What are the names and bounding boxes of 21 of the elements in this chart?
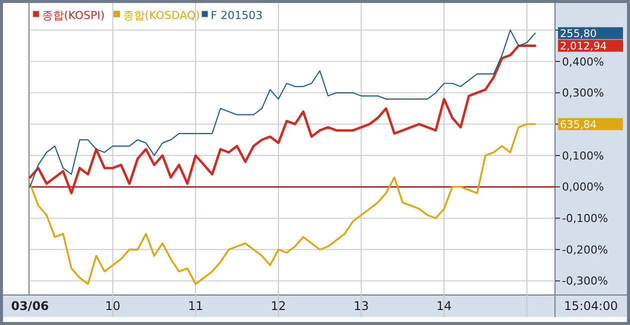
y-tick-label: 0,400%	[562, 55, 604, 68]
x-tick-label: 10	[105, 299, 120, 313]
text: 2,012,94	[560, 40, 608, 52]
y-tick-label: -0,200%	[562, 243, 608, 256]
y-tick-label: 0,000%	[562, 180, 604, 194]
x-tick-label: 14	[436, 299, 452, 313]
text: 255,80	[560, 28, 597, 40]
x-tick-label: 03/06	[11, 299, 49, 313]
line-series	[29, 123, 536, 285]
text: 15:04:00	[564, 299, 618, 313]
legend-label: 종합(KOSPI)	[42, 8, 105, 22]
x-tick-label: 13	[354, 299, 369, 313]
y-tick-label: 0,300%	[562, 86, 604, 100]
text: 635,84	[560, 118, 598, 131]
x-tick-label: 11	[188, 299, 204, 313]
y-tick-label: 0,100%	[562, 149, 604, 162]
legend-label: 종합(KOSDAQ)	[122, 8, 200, 22]
legend-label: F 201503	[210, 8, 263, 22]
y-tick-label: -0,300%	[562, 274, 608, 288]
y-tick-label: -0,100%	[562, 212, 608, 226]
x-tick-label: 12	[270, 299, 286, 313]
